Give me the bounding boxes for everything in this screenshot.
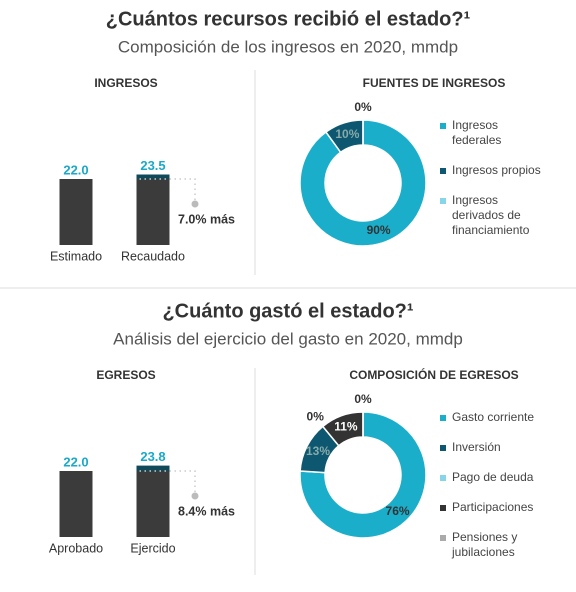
- legend-swatch: [440, 415, 446, 421]
- legend-swatch: [440, 475, 446, 481]
- annotation: 7.0% más: [178, 212, 235, 226]
- legend-label: Pensiones y jubilaciones: [452, 530, 518, 559]
- slice-label: 90%: [367, 223, 391, 237]
- donut-slice: [299, 119, 427, 247]
- slice-label: 10%: [335, 127, 359, 141]
- connector: [139, 178, 196, 201]
- category-label: Recaudado: [121, 249, 185, 263]
- legend-item: Pensiones y jubilaciones: [440, 530, 546, 560]
- value-label: 23.5: [140, 158, 165, 173]
- legend-label: Pago de deuda: [452, 470, 534, 484]
- legend-label: Ingresos derivados de financiamiento: [452, 193, 530, 237]
- panel-title: EGRESOS: [96, 368, 155, 382]
- legend-item: Ingresos federales: [440, 118, 546, 148]
- annotation: 8.4% más: [178, 504, 235, 518]
- slice-label: 0%: [354, 392, 372, 406]
- legend-swatch: [440, 505, 446, 511]
- legend-item: Gasto corriente: [440, 410, 546, 425]
- bar-base: [136, 471, 170, 537]
- bar: [59, 179, 93, 245]
- section-subtitle: Análisis del ejercicio del gasto en 2020…: [113, 329, 463, 348]
- connector-dot: [191, 200, 199, 208]
- value-label: 22.0: [63, 454, 88, 469]
- category-label: Estimado: [50, 249, 102, 263]
- panel-title: INGRESOS: [94, 76, 157, 90]
- legend-item: Ingresos derivados de financiamiento: [440, 193, 546, 238]
- section-title: ¿Cuánto gastó el estado?¹: [162, 300, 413, 322]
- donut-slice: [299, 411, 427, 539]
- legend-label: Inversión: [452, 440, 501, 454]
- legend-item: Participaciones: [440, 500, 546, 515]
- section-title: ¿Cuántos recursos recibió el estado?¹: [106, 8, 471, 30]
- legend-swatch: [440, 168, 446, 174]
- panel-title: FUENTES DE INGRESOS: [363, 76, 506, 90]
- legend-label: Gasto corriente: [452, 410, 535, 424]
- legend-label: Ingresos propios: [452, 163, 541, 177]
- legend-label: Ingresos federales: [452, 118, 502, 147]
- connector: [139, 470, 196, 493]
- legend: Ingresos federales Ingresos propios Ingres…: [440, 118, 546, 238]
- legend-item: Inversión: [440, 440, 546, 455]
- section-subtitle: Composición de los ingresos en 2020, mmd…: [118, 37, 458, 56]
- slice-label: 13%: [306, 444, 330, 458]
- bar: [59, 471, 93, 537]
- value-label: 23.8: [140, 449, 165, 464]
- panel-title: COMPOSICIÓN DE EGRESOS: [349, 367, 518, 382]
- slice-label: 0%: [307, 409, 325, 423]
- category-label: Ejercido: [130, 541, 175, 555]
- slice-label: 11%: [334, 420, 358, 434]
- connector-dot: [191, 492, 199, 500]
- legend-item: Pago de deuda: [440, 470, 546, 485]
- bar-base: [136, 179, 170, 245]
- legend-swatch: [440, 198, 446, 204]
- slice-label: 76%: [386, 504, 410, 518]
- slice-label: 0%: [354, 100, 372, 114]
- legend-item: Ingresos propios: [440, 163, 546, 178]
- legend-label: Participaciones: [452, 500, 534, 514]
- legend-swatch: [440, 123, 446, 129]
- value-label: 22.0: [63, 162, 88, 177]
- category-label: Aprobado: [49, 541, 103, 555]
- legend-swatch: [440, 445, 446, 451]
- legend: Gasto corriente Inversión Pago de deuda Par…: [440, 410, 546, 560]
- legend-swatch: [440, 535, 446, 541]
